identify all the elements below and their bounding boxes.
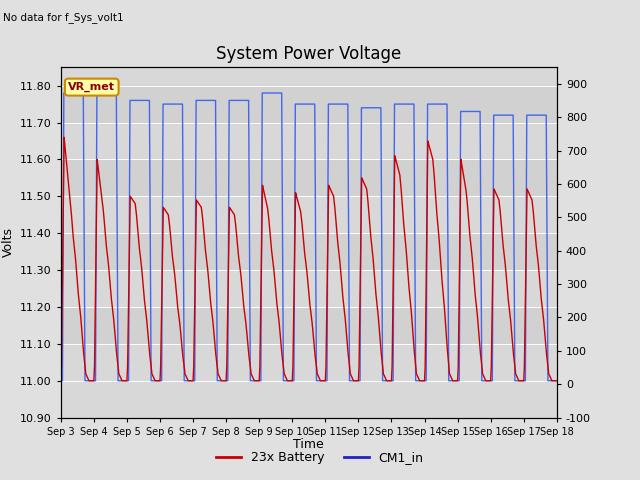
Text: No data for f_Sys_volt1: No data for f_Sys_volt1 [3,12,124,23]
Bar [61,233,557,270]
Bar [61,85,557,122]
Legend: 23x Battery, CM1_in: 23x Battery, CM1_in [211,446,429,469]
X-axis label: Time: Time [293,438,324,451]
Bar [61,307,557,344]
Title: System Power Voltage: System Power Voltage [216,45,401,63]
Y-axis label: Volts: Volts [1,228,15,257]
Text: VR_met: VR_met [68,82,115,92]
Bar [61,159,557,196]
